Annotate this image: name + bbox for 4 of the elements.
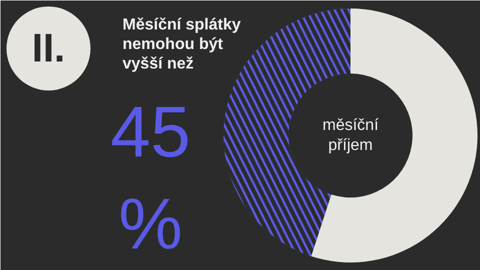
text: měsíční příjem bbox=[322, 116, 380, 154]
data-label: 45 % bbox=[110, 92, 191, 264]
text: Měsíční splátky nemohou být vyšší než bbox=[122, 16, 241, 73]
text: II. bbox=[32, 26, 66, 70]
